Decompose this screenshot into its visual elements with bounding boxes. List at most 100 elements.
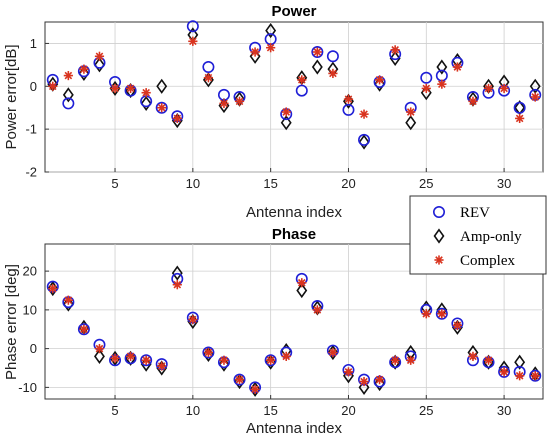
point-amp-only — [358, 134, 370, 150]
point-amp-only — [171, 265, 183, 281]
power-xlabel: Antenna index — [246, 204, 342, 221]
power-ticks: 5 10 15 20 25 30 -2 -1 0 1 — [25, 36, 511, 191]
point-complex — [157, 361, 167, 371]
legend-label-rev: REV — [460, 205, 490, 221]
point-complex — [172, 280, 182, 290]
point-complex — [281, 107, 291, 117]
point-complex — [468, 351, 478, 361]
point-complex — [63, 295, 73, 305]
point-complex — [266, 355, 276, 365]
point-rev — [326, 50, 339, 63]
point-rev — [295, 84, 308, 97]
point-complex — [359, 376, 369, 387]
x-tick-label: 10 — [186, 403, 200, 418]
point-complex — [468, 96, 478, 106]
x-tick-label: 25 — [419, 176, 433, 191]
point-complex — [281, 351, 291, 361]
point-complex — [203, 347, 214, 358]
point-complex — [172, 113, 182, 124]
point-rev — [435, 307, 448, 320]
point-rev — [513, 101, 526, 114]
power-plot-area — [44, 21, 544, 173]
point-complex — [48, 283, 58, 294]
point-complex — [374, 75, 385, 85]
legend-markers — [432, 206, 445, 265]
point-amp-only — [374, 375, 386, 392]
point-complex — [312, 47, 322, 57]
point-complex — [483, 83, 494, 94]
point-complex — [359, 109, 369, 119]
x-tick-label: 10 — [186, 176, 200, 191]
point-complex — [250, 47, 260, 57]
point-complex — [437, 309, 447, 319]
point-complex — [499, 83, 509, 94]
point-amp-only — [62, 87, 74, 103]
point-complex — [79, 324, 89, 334]
point-complex — [188, 314, 198, 325]
point-complex — [94, 51, 105, 61]
legend-marker-amp-only — [433, 228, 445, 244]
point-complex — [452, 62, 463, 72]
point-amp-only — [265, 23, 277, 39]
point-amp-only — [436, 59, 448, 75]
legend-label-amp-only: Amp-only — [460, 229, 522, 245]
point-amp-only — [405, 115, 417, 131]
point-complex — [297, 278, 307, 288]
y-tick-label: 1 — [30, 36, 37, 51]
point-complex — [250, 384, 260, 394]
point-complex — [390, 355, 400, 365]
phase-points — [46, 265, 542, 397]
point-amp-only — [514, 354, 526, 370]
point-amp-only — [280, 115, 292, 131]
point-rev — [358, 133, 371, 146]
x-tick-label: 30 — [497, 176, 511, 191]
point-complex — [157, 103, 167, 113]
point-rev — [529, 369, 542, 382]
power-title: Power — [271, 3, 316, 20]
x-tick-label: 5 — [111, 176, 118, 191]
point-complex — [499, 367, 509, 377]
point-rev — [202, 60, 215, 73]
x-tick-label: 15 — [263, 176, 277, 191]
point-complex — [94, 344, 105, 354]
point-amp-only — [94, 348, 105, 364]
point-rev — [140, 354, 153, 367]
point-amp-only — [296, 282, 308, 299]
point-amp-only — [94, 57, 105, 73]
point-complex — [266, 43, 276, 53]
point-complex — [530, 92, 540, 102]
power-points — [46, 20, 542, 150]
point-amp-only — [140, 95, 152, 111]
point-complex — [515, 113, 525, 124]
point-complex — [483, 355, 494, 365]
x-tick-label: 30 — [497, 403, 511, 418]
x-tick-label: 15 — [263, 403, 277, 418]
point-complex — [328, 347, 338, 358]
point-rev — [155, 101, 168, 114]
power-ylabel: Power error[dB] — [3, 44, 20, 149]
x-tick-label: 5 — [111, 403, 118, 418]
point-complex — [79, 64, 89, 74]
point-amp-only — [311, 59, 323, 75]
point-amp-only — [62, 296, 74, 312]
power-panel: 5 10 15 20 25 30 -2 -1 0 1 Power Antenna index Po… — [3, 3, 544, 221]
point-rev — [420, 71, 433, 84]
point-complex — [110, 83, 120, 94]
y-tick-label: 0 — [30, 79, 37, 94]
phase-ylabel: Phase error [deg] — [3, 264, 20, 380]
legend-label-complex: Complex — [460, 253, 515, 269]
phase-title: Phase — [272, 226, 316, 243]
legend: REV Amp-only Complex — [409, 195, 547, 275]
point-complex — [141, 88, 151, 98]
point-rev — [311, 45, 324, 58]
point-complex — [437, 79, 447, 89]
point-amp-only — [218, 356, 230, 372]
point-rev — [342, 103, 355, 116]
phase-ticks: 5 10 15 20 25 30 -10 0 10 20 — [18, 264, 511, 418]
point-rev — [498, 365, 511, 378]
point-amp-only — [156, 78, 168, 94]
point-complex — [125, 351, 136, 361]
point-complex — [234, 375, 245, 385]
point-complex — [234, 96, 245, 106]
point-rev — [62, 97, 75, 110]
